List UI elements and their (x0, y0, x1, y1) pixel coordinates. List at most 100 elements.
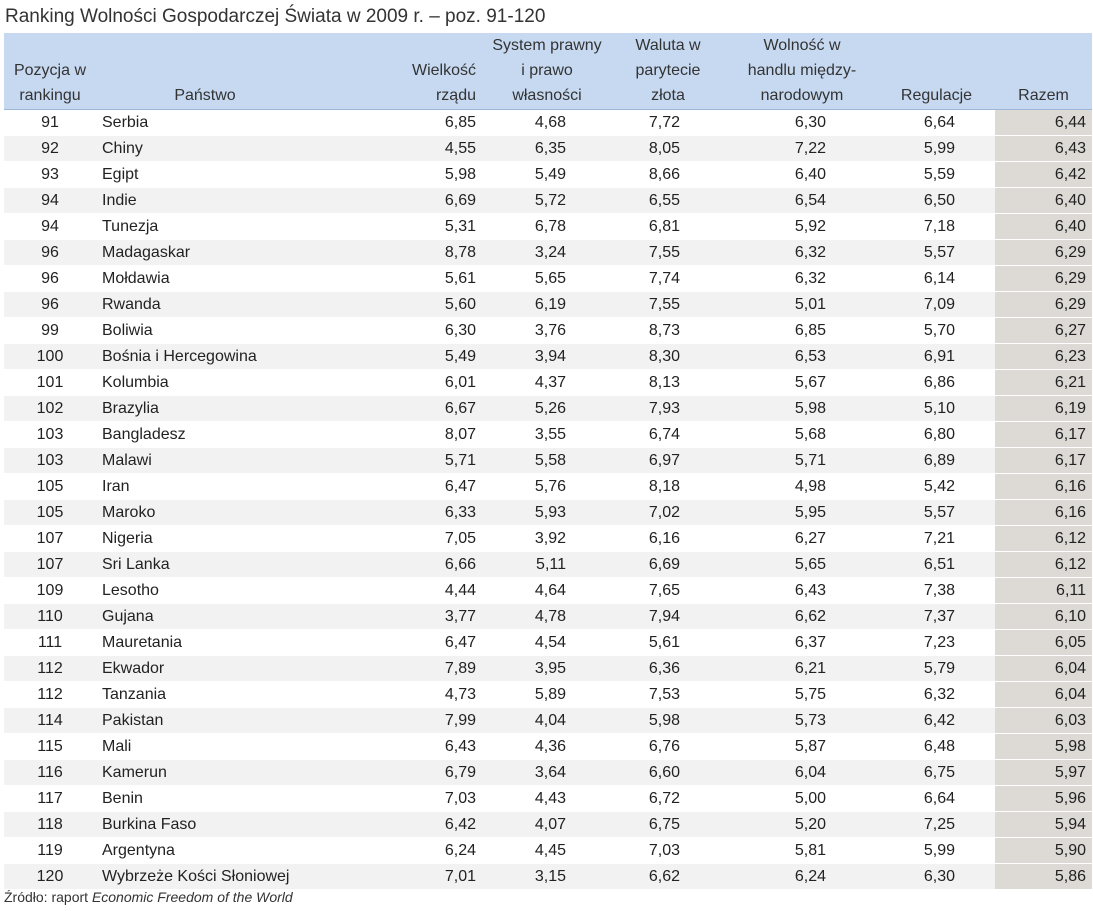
cell-rank: 109 (4, 577, 96, 604)
header-line: rankingu (19, 87, 81, 104)
table-row: 120 Wybrzeże Kości Słoniowej 7,01 3,15 6,62 6… (4, 863, 1092, 890)
cell-total: 6,42 (995, 161, 1092, 188)
cell-rank: 102 (4, 395, 96, 422)
cell-rank: 105 (4, 499, 96, 526)
table-row: 105 Maroko 6,33 5,93 7,02 5,95 5,57 6,16 (4, 499, 1092, 526)
cell-gov-size: 6,47 (314, 629, 484, 656)
table-row: 96 Rwanda 5,60 6,19 7,55 5,01 7,09 6,29 (4, 291, 1092, 318)
cell-legal-system: 4,04 (484, 707, 610, 734)
table-row: 91 Serbia 6,85 4,68 7,72 6,30 6,64 6,44 (4, 109, 1092, 136)
header-line: Waluta w (635, 37, 701, 54)
cell-legal-system: 4,78 (484, 603, 610, 630)
cell-state: Chiny (96, 135, 314, 162)
cell-regulation: 6,30 (878, 863, 995, 890)
header-line: złota (651, 87, 685, 104)
cell-state: Indie (96, 187, 314, 214)
cell-trade-freedom: 5,81 (726, 837, 878, 864)
cell-gov-size: 5,98 (314, 161, 484, 188)
cell-regulation: 7,38 (878, 577, 995, 604)
cell-regulation: 7,18 (878, 213, 995, 240)
cell-legal-system: 3,76 (484, 317, 610, 344)
cell-regulation: 5,70 (878, 317, 995, 344)
cell-regulation: 7,21 (878, 525, 995, 552)
cell-state: Wybrzeże Kości Słoniowej (96, 863, 314, 890)
cell-total: 5,90 (995, 837, 1092, 864)
cell-total: 5,96 (995, 785, 1092, 812)
cell-total: 6,29 (995, 239, 1092, 266)
cell-legal-system: 5,72 (484, 187, 610, 214)
cell-gov-size: 7,05 (314, 525, 484, 552)
table-row: 102 Brazylia 6,67 5,26 7,93 5,98 5,10 6,19 (4, 395, 1092, 422)
cell-legal-system: 4,37 (484, 369, 610, 396)
cell-total: 6,17 (995, 421, 1092, 448)
cell-total: 6,29 (995, 291, 1092, 318)
cell-legal-system: 5,58 (484, 447, 610, 474)
cell-regulation: 6,75 (878, 759, 995, 786)
cell-trade-freedom: 5,65 (726, 551, 878, 578)
cell-state: Iran (96, 473, 314, 500)
cell-currency: 7,94 (610, 603, 726, 630)
cell-regulation: 6,48 (878, 733, 995, 760)
cell-gov-size: 7,03 (314, 785, 484, 812)
cell-regulation: 6,51 (878, 551, 995, 578)
cell-trade-freedom: 5,68 (726, 421, 878, 448)
cell-total: 6,10 (995, 603, 1092, 630)
cell-state: Egipt (96, 161, 314, 188)
cell-gov-size: 6,43 (314, 733, 484, 760)
cell-gov-size: 5,31 (314, 213, 484, 240)
cell-legal-system: 5,93 (484, 499, 610, 526)
cell-currency: 7,55 (610, 291, 726, 318)
header-row: Pozycja w rankingu Państwo Wielkość rządu … (4, 33, 1092, 110)
cell-regulation: 6,64 (878, 109, 995, 136)
cell-legal-system: 6,19 (484, 291, 610, 318)
cell-total: 5,97 (995, 759, 1092, 786)
cell-legal-system: 5,89 (484, 681, 610, 708)
cell-legal-system: 4,43 (484, 785, 610, 812)
header-trade-freedom: Wolność w handlu między-narodowym (726, 33, 878, 110)
cell-total: 6,16 (995, 473, 1092, 500)
cell-total: 6,04 (995, 681, 1092, 708)
cell-regulation: 5,99 (878, 135, 995, 162)
cell-trade-freedom: 6,27 (726, 525, 878, 552)
cell-rank: 96 (4, 239, 96, 266)
cell-gov-size: 7,89 (314, 655, 484, 682)
cell-currency: 7,93 (610, 395, 726, 422)
cell-gov-size: 6,67 (314, 395, 484, 422)
cell-rank: 116 (4, 759, 96, 786)
cell-currency: 7,02 (610, 499, 726, 526)
cell-regulation: 6,14 (878, 265, 995, 292)
table-row: 116 Kamerun 6,79 3,64 6,60 6,04 6,75 5,97 (4, 759, 1092, 786)
cell-rank: 107 (4, 525, 96, 552)
cell-trade-freedom: 5,98 (726, 395, 878, 422)
cell-gov-size: 5,61 (314, 265, 484, 292)
table-row: 92 Chiny 4,55 6,35 8,05 7,22 5,99 6,43 (4, 135, 1092, 162)
cell-legal-system: 6,35 (484, 135, 610, 162)
ranking-table: Pozycja w rankingu Państwo Wielkość rządu … (4, 33, 1092, 890)
cell-total: 6,43 (995, 135, 1092, 162)
table-row: 117 Benin 7,03 4,43 6,72 5,00 6,64 5,96 (4, 785, 1092, 812)
cell-legal-system: 4,36 (484, 733, 610, 760)
cell-rank: 112 (4, 655, 96, 682)
header-line: własności (512, 87, 582, 104)
cell-currency: 5,61 (610, 629, 726, 656)
cell-state: Maroko (96, 499, 314, 526)
cell-currency: 6,97 (610, 447, 726, 474)
cell-gov-size: 4,73 (314, 681, 484, 708)
cell-state: Sri Lanka (96, 551, 314, 578)
cell-state: Brazylia (96, 395, 314, 422)
cell-state: Kamerun (96, 759, 314, 786)
cell-regulation: 5,79 (878, 655, 995, 682)
cell-state: Ekwador (96, 655, 314, 682)
cell-trade-freedom: 5,73 (726, 707, 878, 734)
cell-rank: 94 (4, 187, 96, 214)
cell-state: Mołdawia (96, 265, 314, 292)
cell-legal-system: 5,76 (484, 473, 610, 500)
table-row: 101 Kolumbia 6,01 4,37 8,13 5,67 6,86 6,21 (4, 369, 1092, 396)
cell-total: 6,19 (995, 395, 1092, 422)
cell-state: Tanzania (96, 681, 314, 708)
cell-trade-freedom: 5,67 (726, 369, 878, 396)
cell-trade-freedom: 6,40 (726, 161, 878, 188)
cell-currency: 6,74 (610, 421, 726, 448)
header-line: Regulacje (900, 87, 973, 104)
header-line: Pozycja w (13, 62, 87, 79)
